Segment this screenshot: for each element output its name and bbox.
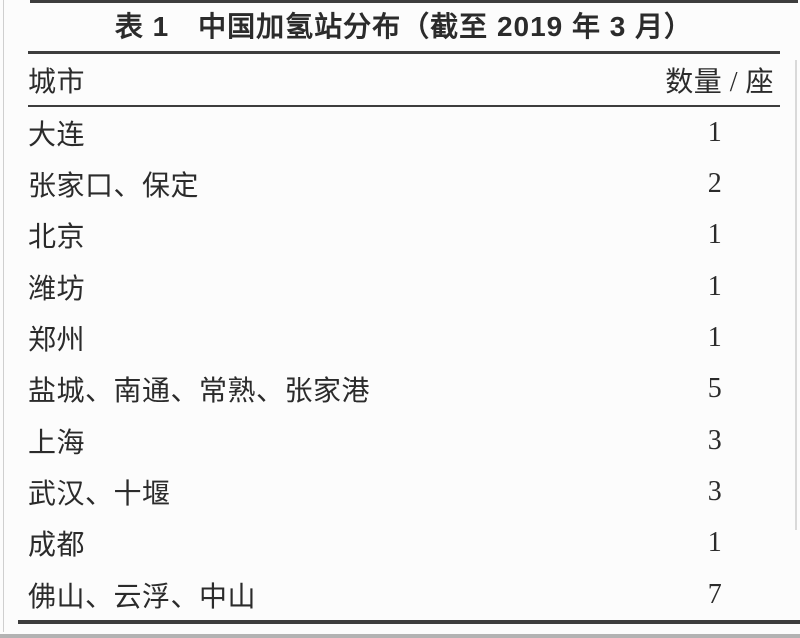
table-row: 北京 1 xyxy=(28,210,780,261)
row-count: 5 xyxy=(707,373,723,405)
table-row: 张家口、保定 2 xyxy=(28,158,780,209)
table-row: 潍坊 1 xyxy=(28,261,780,312)
row-count: 7 xyxy=(707,578,723,610)
row-city: 盐城、南通、常熟、张家港 xyxy=(28,376,371,408)
table-row: 上海 3 xyxy=(28,415,780,466)
row-city: 北京 xyxy=(28,222,86,254)
row-city: 潍坊 xyxy=(28,273,86,305)
table-top-rule xyxy=(30,0,798,3)
table-row: 大连 1 xyxy=(28,107,780,158)
scan-edge-line-right xyxy=(795,60,797,530)
scan-edge-line-left xyxy=(3,0,4,632)
table-row: 佛山、云浮、中山 7 xyxy=(28,569,780,620)
table-title: 表 1 中国加氢站分布（截至 2019 年 3 月） xyxy=(114,11,694,42)
row-count: 1 xyxy=(707,527,723,559)
row-count: 1 xyxy=(707,322,723,354)
row-count: 3 xyxy=(707,476,723,508)
header-divider-rule xyxy=(28,105,780,107)
table-row: 郑州 1 xyxy=(28,312,780,363)
column-header-city: 城市 xyxy=(28,66,86,98)
row-count: 1 xyxy=(707,270,723,302)
table-bottom-rule xyxy=(18,620,800,624)
row-count: 1 xyxy=(707,219,723,251)
table-row: 盐城、南通、常熟、张家港 5 xyxy=(28,364,780,415)
row-city: 大连 xyxy=(28,119,86,151)
row-city: 佛山、云浮、中山 xyxy=(28,581,257,613)
table-row: 武汉、十堰 3 xyxy=(28,466,780,517)
table-body: 大连 1 张家口、保定 2 北京 1 潍坊 1 郑州 1 盐城、南通、常熟、张家… xyxy=(28,107,780,620)
row-count: 3 xyxy=(707,424,723,456)
row-city: 郑州 xyxy=(28,325,86,357)
row-count: 2 xyxy=(707,168,723,200)
hydrogen-station-table: 表 1 中国加氢站分布（截至 2019 年 3 月） 城市 数量 / 座 大连 … xyxy=(18,0,800,624)
column-header-count: 数量 / 座 xyxy=(665,66,774,98)
scan-bottom-strip xyxy=(0,634,800,638)
table-header-row: 城市 数量 / 座 xyxy=(28,54,780,105)
row-city: 张家口、保定 xyxy=(28,171,200,203)
row-city: 上海 xyxy=(28,427,86,459)
table-row: 成都 1 xyxy=(28,518,780,569)
row-count: 1 xyxy=(707,116,723,148)
row-city: 武汉、十堰 xyxy=(28,479,171,511)
row-city: 成都 xyxy=(28,530,86,562)
title-divider-rule xyxy=(28,51,780,54)
